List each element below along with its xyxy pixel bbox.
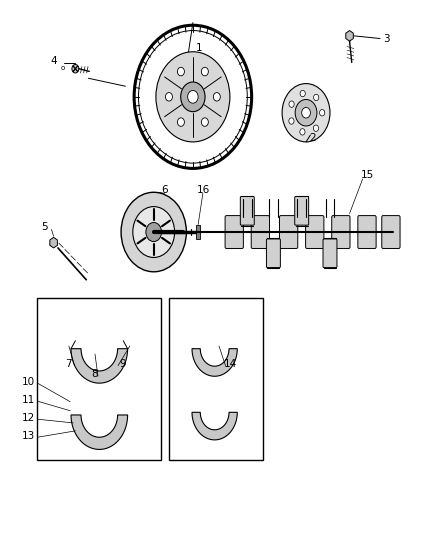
Circle shape: [302, 108, 311, 118]
Circle shape: [201, 118, 208, 126]
Circle shape: [156, 52, 230, 142]
Bar: [169, 298, 262, 460]
Circle shape: [320, 110, 325, 116]
FancyBboxPatch shape: [358, 216, 376, 248]
Text: 3: 3: [383, 34, 390, 44]
Text: 13: 13: [22, 431, 35, 441]
Text: 5: 5: [42, 222, 48, 232]
Text: 7: 7: [66, 359, 72, 368]
Circle shape: [181, 82, 205, 112]
Text: 14: 14: [224, 359, 237, 368]
Circle shape: [313, 125, 318, 131]
Text: 12: 12: [22, 413, 35, 423]
FancyBboxPatch shape: [251, 216, 269, 248]
Polygon shape: [50, 237, 57, 248]
Polygon shape: [71, 349, 127, 383]
Circle shape: [133, 207, 175, 257]
Circle shape: [295, 100, 317, 126]
Text: 4: 4: [50, 56, 57, 66]
Circle shape: [300, 91, 305, 96]
FancyBboxPatch shape: [295, 197, 309, 225]
Circle shape: [289, 101, 294, 107]
Circle shape: [314, 94, 319, 101]
FancyBboxPatch shape: [240, 197, 254, 225]
Bar: [196, 225, 200, 239]
Text: 16: 16: [197, 184, 210, 195]
FancyBboxPatch shape: [266, 239, 280, 268]
Circle shape: [289, 118, 294, 124]
FancyBboxPatch shape: [306, 216, 324, 248]
Text: 2: 2: [309, 133, 316, 143]
Text: 6: 6: [161, 184, 168, 195]
Text: 10: 10: [22, 377, 35, 387]
Polygon shape: [346, 30, 353, 41]
Circle shape: [166, 93, 173, 101]
Circle shape: [282, 84, 330, 142]
Circle shape: [201, 67, 208, 76]
Text: 9: 9: [119, 359, 126, 368]
FancyBboxPatch shape: [382, 216, 400, 248]
FancyBboxPatch shape: [332, 216, 350, 248]
FancyBboxPatch shape: [323, 239, 337, 268]
Text: 11: 11: [22, 395, 35, 405]
Text: 1: 1: [196, 43, 203, 53]
Circle shape: [213, 93, 220, 101]
Circle shape: [72, 64, 79, 73]
Circle shape: [187, 91, 198, 103]
Bar: [37, 298, 161, 460]
Circle shape: [300, 128, 305, 135]
Polygon shape: [71, 415, 127, 449]
Circle shape: [121, 192, 186, 272]
Polygon shape: [192, 349, 237, 376]
Circle shape: [177, 118, 184, 126]
FancyBboxPatch shape: [225, 216, 244, 248]
Text: o: o: [60, 64, 64, 71]
FancyBboxPatch shape: [279, 216, 298, 248]
Text: 8: 8: [91, 369, 97, 379]
Text: 15: 15: [360, 171, 374, 180]
Polygon shape: [192, 413, 237, 440]
Circle shape: [177, 67, 184, 76]
Circle shape: [146, 222, 162, 241]
